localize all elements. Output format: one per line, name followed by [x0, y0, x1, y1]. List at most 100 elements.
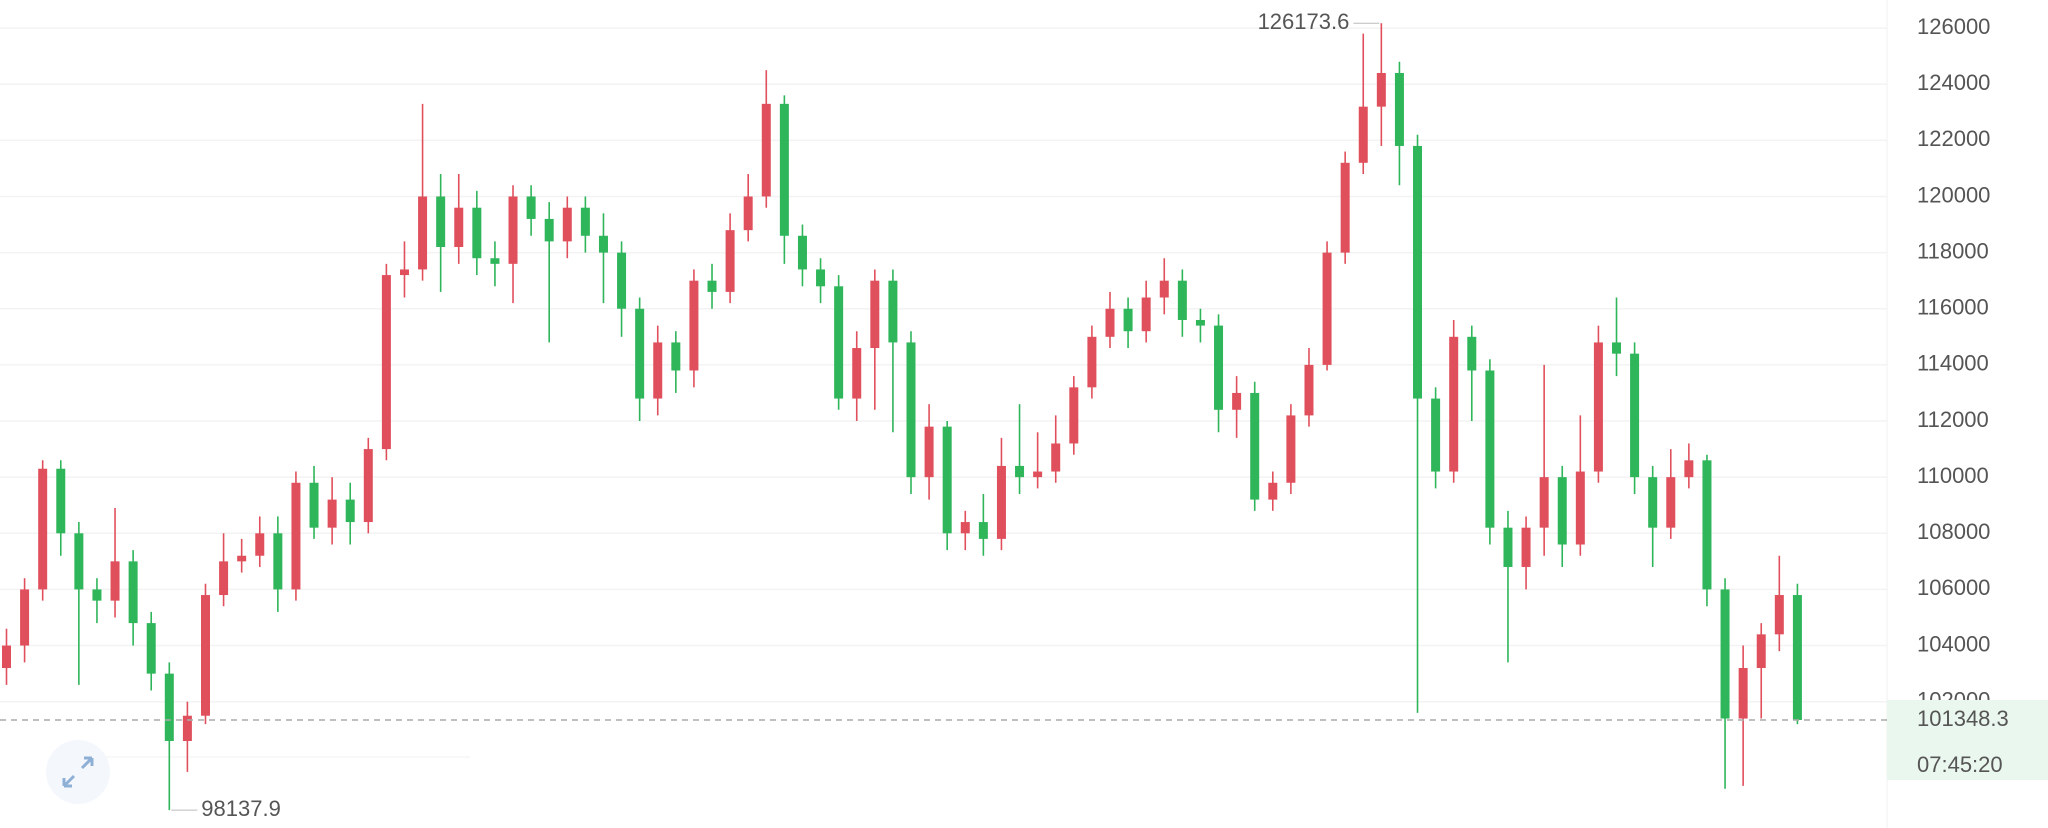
min-label: 98137.9: [201, 796, 281, 821]
candle-body: [544, 218, 554, 242]
candle-body: [1557, 477, 1567, 545]
candle-body: [1485, 370, 1495, 528]
candle-body: [200, 595, 210, 716]
candle-body: [1413, 145, 1423, 399]
candle-body: [1539, 477, 1549, 528]
candle-body: [1358, 106, 1368, 163]
candle-body: [1033, 471, 1043, 478]
candle-body: [1268, 482, 1278, 500]
y-tick-label: 124000: [1917, 70, 1990, 95]
candle-body: [399, 269, 409, 276]
candle-body: [725, 230, 735, 292]
candle-body: [363, 449, 373, 523]
candle-body: [1684, 460, 1694, 478]
candle-body: [381, 275, 391, 450]
candle-body: [1322, 252, 1332, 365]
candle-body: [707, 280, 717, 292]
candle-body: [418, 196, 428, 270]
candle-body: [182, 715, 192, 741]
candle-body: [20, 589, 30, 646]
candle-body: [761, 103, 771, 197]
y-tick-label: 110000: [1917, 463, 1989, 488]
candle-body: [1250, 392, 1260, 500]
candle-body: [436, 196, 446, 247]
candle-body: [1503, 527, 1513, 567]
candle-body: [2, 645, 11, 669]
candle-body: [1394, 72, 1404, 146]
y-tick-label: 116000: [1917, 295, 1989, 320]
candle-body: [816, 269, 826, 287]
candle-body: [164, 673, 174, 741]
candle-body: [1431, 398, 1441, 472]
candle-body: [1774, 595, 1784, 635]
candle-body: [1720, 589, 1730, 719]
candle-body: [580, 207, 590, 236]
countdown: 07:45:20: [1917, 752, 2003, 777]
candle-body: [1648, 477, 1658, 528]
candle-body: [1069, 387, 1079, 444]
candle-body: [1105, 308, 1115, 337]
candle-body: [1304, 364, 1314, 416]
y-tick-label: 120000: [1917, 182, 1990, 207]
candle-body: [1286, 415, 1296, 483]
candle-body: [1467, 336, 1477, 371]
candle-body: [92, 589, 102, 601]
candle-body: [960, 522, 970, 534]
candle-body: [490, 258, 500, 264]
candle-body: [508, 196, 518, 264]
candle-body: [1612, 342, 1622, 354]
candle-body: [1340, 162, 1350, 253]
y-tick-label: 122000: [1917, 126, 1990, 151]
candle-body: [870, 280, 880, 349]
candle-body: [635, 308, 645, 399]
candle-body: [146, 623, 156, 674]
candle-body: [852, 348, 862, 399]
grid: [0, 27, 1887, 703]
candle-body: [38, 468, 48, 590]
candle-body: [1123, 308, 1133, 332]
price-tag-bg: [1887, 699, 2048, 780]
candle-body: [562, 207, 572, 242]
y-tick-label: 118000: [1917, 238, 1989, 263]
candle-body: [56, 468, 66, 534]
max-label: 126173.6: [1258, 9, 1350, 34]
candle-body: [1376, 72, 1386, 107]
y-tick-label: 106000: [1917, 575, 1990, 600]
candle-body: [1232, 392, 1242, 410]
candle-body: [942, 426, 952, 534]
candle-body: [779, 103, 789, 236]
candle-body: [1630, 353, 1640, 478]
price-tag: 101348.3: [1917, 706, 2009, 731]
candle-body: [1575, 471, 1585, 545]
candle-body: [1702, 460, 1712, 590]
candle-body: [1738, 668, 1748, 719]
candle-body: [1141, 297, 1151, 332]
candle-body: [598, 235, 608, 253]
candle-body: [797, 235, 807, 270]
candle-body: [1177, 280, 1187, 320]
y-tick-label: 112000: [1917, 407, 1989, 432]
candle-body: [1087, 336, 1097, 388]
candle-body: [454, 207, 464, 247]
y-tick-label: 108000: [1917, 519, 1990, 544]
candle-body: [1666, 477, 1676, 528]
candle-body: [291, 482, 301, 590]
candle-body: [110, 561, 120, 601]
expand-button[interactable]: [46, 740, 110, 804]
candle-body: [74, 533, 84, 590]
candle-body: [273, 533, 283, 590]
candle-body: [1792, 595, 1802, 720]
expand-icon[interactable]: [62, 756, 94, 788]
candle-body: [617, 252, 627, 309]
candle-body: [906, 342, 916, 478]
candle-body: [345, 499, 355, 523]
candle-body: [219, 561, 229, 596]
candle-body: [255, 533, 265, 556]
candle-body: [1159, 280, 1169, 298]
candle-body: [671, 342, 681, 371]
expand-bg[interactable]: [46, 740, 110, 804]
candle-body: [1214, 325, 1224, 410]
y-tick-label: 114000: [1917, 351, 1989, 376]
candle-body: [472, 207, 482, 259]
